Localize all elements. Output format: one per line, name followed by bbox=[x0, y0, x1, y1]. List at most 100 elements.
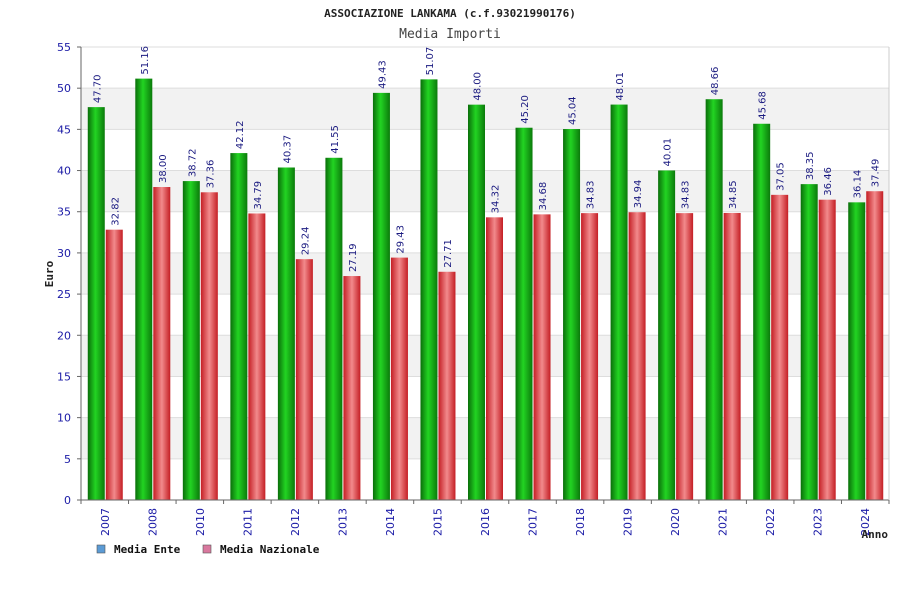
data-label: 36.14 bbox=[853, 170, 864, 199]
bar-media-nazionale bbox=[248, 213, 266, 500]
bar-media-ente bbox=[87, 107, 105, 500]
x-tick-label: 2014 bbox=[384, 508, 397, 536]
bar-media-nazionale bbox=[343, 276, 361, 500]
data-label: 34.83 bbox=[681, 180, 692, 209]
x-tick-label: 2011 bbox=[241, 508, 254, 536]
data-label: 48.66 bbox=[710, 67, 721, 96]
data-label: 37.36 bbox=[205, 160, 216, 189]
bar-media-ente bbox=[325, 157, 343, 500]
bar-media-nazionale bbox=[628, 212, 646, 501]
bar-media-nazionale bbox=[153, 187, 171, 500]
y-tick-label: 30 bbox=[57, 247, 71, 260]
data-label: 34.68 bbox=[538, 182, 549, 211]
y-tick-labels: 0 5 10 15 20 25 30 35 40 45 50 55 bbox=[57, 41, 71, 507]
data-label: 27.71 bbox=[443, 239, 454, 268]
data-label: 32.82 bbox=[110, 197, 121, 226]
data-label: 38.35 bbox=[805, 151, 816, 180]
bar-media-nazionale bbox=[438, 271, 456, 500]
data-label: 48.01 bbox=[615, 72, 626, 101]
data-label: 34.32 bbox=[491, 185, 502, 214]
data-label: 45.04 bbox=[568, 96, 579, 125]
legend-swatch-media-ente bbox=[96, 544, 106, 554]
legend-label-media-nazionale: Media Nazionale bbox=[220, 543, 320, 556]
data-label: 36.46 bbox=[823, 167, 834, 196]
bar-media-nazionale bbox=[390, 257, 408, 500]
x-tick-label: 2022 bbox=[764, 508, 777, 536]
bar-media-ente bbox=[135, 78, 153, 501]
data-label: 34.85 bbox=[728, 180, 739, 209]
x-tick-label: 2018 bbox=[574, 508, 587, 536]
y-tick-label: 40 bbox=[57, 165, 71, 178]
x-tick-label: 2007 bbox=[99, 508, 112, 536]
y-axis-label: Euro bbox=[43, 260, 56, 287]
bar-media-nazionale bbox=[771, 194, 789, 501]
data-label: 38.00 bbox=[158, 154, 169, 183]
data-label: 27.19 bbox=[348, 243, 359, 272]
data-label: 29.43 bbox=[395, 225, 406, 254]
x-axis-label: Anno bbox=[862, 528, 889, 541]
bar-media-nazionale bbox=[581, 213, 599, 501]
bar-media-ente bbox=[610, 104, 628, 501]
data-label: 41.55 bbox=[330, 125, 341, 154]
x-tick-label: 2013 bbox=[336, 508, 349, 536]
x-tick-label: 2016 bbox=[479, 508, 492, 536]
x-tick-label: 2024 bbox=[859, 508, 872, 536]
data-label: 45.20 bbox=[520, 95, 531, 124]
bar-media-ente bbox=[420, 79, 438, 501]
bar-media-ente bbox=[515, 127, 533, 500]
data-label: 51.16 bbox=[140, 46, 151, 75]
bar-media-nazionale bbox=[676, 213, 694, 501]
y-tick-label: 10 bbox=[57, 412, 71, 425]
x-tick-label: 2008 bbox=[146, 508, 159, 536]
y-tick-label: 45 bbox=[57, 123, 71, 136]
x-tick-label: 2019 bbox=[622, 508, 635, 536]
y-tick-label: 20 bbox=[57, 329, 71, 342]
bar-media-ente bbox=[372, 92, 390, 500]
bar-media-ente bbox=[705, 99, 723, 501]
bar-media-nazionale bbox=[723, 212, 741, 501]
y-tick-label: 5 bbox=[64, 453, 71, 466]
bar-media-ente bbox=[563, 129, 581, 500]
data-label: 29.24 bbox=[300, 227, 311, 256]
y-tick-label: 25 bbox=[57, 288, 71, 301]
legend: Media Ente Media Nazionale bbox=[96, 543, 320, 556]
data-label: 51.07 bbox=[425, 47, 436, 76]
bar-media-ente bbox=[658, 170, 676, 501]
bar-media-ente bbox=[848, 202, 866, 500]
x-tick-label: 2023 bbox=[812, 508, 825, 536]
x-tick-label: 2020 bbox=[669, 508, 682, 536]
data-label: 42.12 bbox=[235, 120, 246, 149]
bar-media-nazionale bbox=[533, 214, 551, 500]
bar-media-nazionale bbox=[295, 259, 313, 500]
bar-media-ente bbox=[182, 181, 200, 500]
x-tick-labels: 2007 2008 2010 2011 2012 2013 2014 2015 2016 2017… bbox=[99, 508, 872, 536]
bar-media-ente bbox=[800, 184, 818, 501]
bar-media-ente bbox=[277, 167, 295, 501]
data-label: 45.68 bbox=[758, 91, 769, 120]
y-tick-label: 55 bbox=[57, 41, 71, 54]
bars bbox=[87, 78, 884, 501]
data-label: 40.37 bbox=[282, 135, 293, 164]
y-tick-label: 15 bbox=[57, 370, 71, 383]
bar-media-nazionale bbox=[818, 199, 836, 500]
y-tick-label: 0 bbox=[64, 494, 71, 507]
data-label: 37.49 bbox=[871, 159, 882, 188]
data-label: 38.72 bbox=[187, 148, 198, 177]
x-tick-label: 2021 bbox=[717, 508, 730, 536]
bar-media-nazionale bbox=[486, 217, 503, 500]
axes bbox=[77, 46, 890, 504]
legend-label-media-ente: Media Ente bbox=[114, 543, 181, 556]
chart-title: ASSOCIAZIONE LANKAMA (c.f.93021990176) bbox=[324, 7, 576, 20]
data-label: 34.94 bbox=[633, 180, 644, 209]
bar-media-ente bbox=[468, 104, 485, 501]
data-label: 49.43 bbox=[377, 60, 388, 89]
x-tick-label: 2012 bbox=[289, 508, 302, 536]
bar-media-nazionale bbox=[866, 191, 884, 500]
x-tick-label: 2017 bbox=[527, 508, 540, 536]
x-tick-label: 2015 bbox=[431, 508, 444, 536]
data-label: 34.83 bbox=[586, 180, 597, 209]
chart-subtitle: Media Importi bbox=[399, 27, 501, 42]
bar-media-nazionale bbox=[105, 229, 123, 500]
data-label: 40.01 bbox=[663, 138, 674, 167]
